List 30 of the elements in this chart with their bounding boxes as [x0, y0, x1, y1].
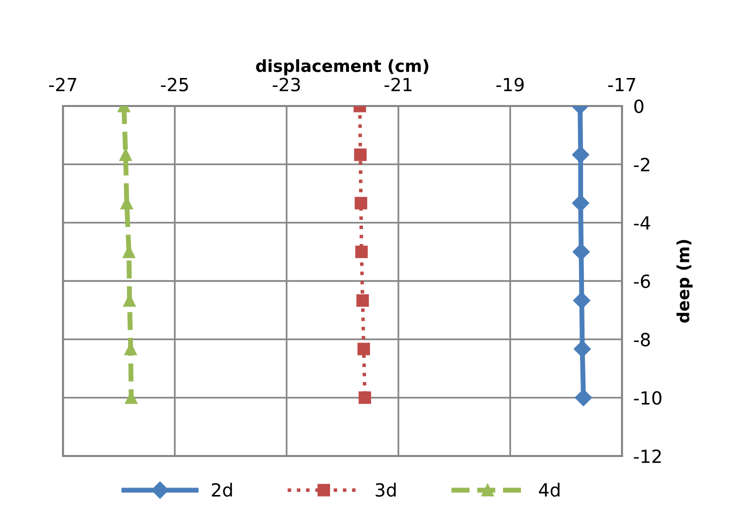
y-tick-label: -10 — [634, 391, 662, 405]
x-tick-label: -17 — [608, 78, 636, 92]
x-tick-label: -23 — [272, 78, 300, 92]
point — [357, 342, 370, 356]
legend-label: 4d — [539, 482, 560, 497]
legend-label: 2d — [212, 482, 232, 497]
point — [572, 243, 590, 260]
y-tick-label: -6 — [634, 274, 650, 288]
point — [574, 340, 591, 358]
x-tick-label: -19 — [496, 78, 524, 92]
y-tick-label: -12 — [634, 449, 661, 463]
y-tick-label: -8 — [634, 332, 650, 346]
y-tick-label: -2 — [634, 158, 650, 172]
y-axis-title: deep (m) — [676, 240, 693, 323]
x-tick-label: -25 — [160, 78, 188, 92]
point — [354, 196, 368, 210]
point — [119, 148, 132, 161]
point — [572, 194, 590, 212]
legend-label: 3d — [376, 482, 396, 497]
x-tick-label: -21 — [384, 78, 412, 92]
y-tick-label: 0 — [634, 99, 644, 114]
point — [356, 294, 369, 307]
y-tick-label: -4 — [634, 216, 650, 230]
point — [574, 389, 592, 406]
point — [354, 148, 367, 161]
point — [358, 391, 372, 404]
point — [355, 246, 368, 258]
x-tick-label: -27 — [49, 78, 76, 92]
x-axis-title: displacement (cm) — [256, 59, 428, 76]
point — [572, 146, 590, 164]
